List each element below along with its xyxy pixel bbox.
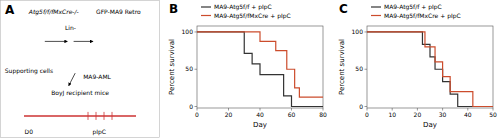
annotation: pIpC — [92, 128, 106, 136]
survival-curve — [367, 32, 493, 107]
y-tick-label: 0 — [189, 103, 193, 110]
plot-frame — [197, 26, 323, 108]
annotation: Atg5f/f/fMxCre-/- — [28, 8, 79, 16]
plot-area — [367, 32, 493, 107]
legend-label: MA9-Atg5f/f + pIpC — [384, 3, 442, 11]
legend-swatch — [371, 6, 381, 7]
annotation: GFP-MA9 Retro — [96, 8, 141, 15]
legend-swatch — [201, 15, 211, 16]
survival-curve — [197, 32, 323, 97]
y-axis-label: Percent survival — [338, 39, 346, 95]
y-tick — [365, 69, 368, 70]
plot-area — [197, 32, 323, 107]
x-tick-label: 50 — [489, 111, 497, 118]
timeline — [24, 115, 136, 117]
legend-label: MA9-Atg5f/fMxCre + pIpC — [214, 12, 291, 20]
panel-title: A — [5, 3, 15, 17]
y-tick — [195, 31, 198, 32]
legend: MA9-Atg5f/f + pIpCMA9-Atg5f/fMxCre + pIp… — [201, 3, 291, 20]
y-axis-label: Percent survival — [168, 39, 176, 95]
survival-curve — [197, 32, 323, 107]
x-tick-label: 20 — [225, 111, 233, 118]
legend-label: MA9-Atg5f/f + pIpC — [214, 3, 272, 11]
legend-swatch — [371, 15, 381, 16]
annotation: Supporting cells — [5, 67, 53, 75]
x-tick-label: 20 — [414, 111, 422, 118]
y-tick-label: 50 — [185, 65, 193, 72]
legend: MA9-Atg5f/f + pIpCMA9-Atg5f/fMxCre + pIp… — [371, 3, 461, 20]
x-tick-label: 40 — [464, 111, 472, 118]
annotation: Lin- — [65, 24, 76, 31]
arrow — [69, 73, 75, 85]
x-tick-label: 60 — [288, 111, 296, 118]
timeline-tick — [112, 112, 113, 120]
panel-title: C — [339, 2, 348, 16]
x-axis-label: Day — [423, 121, 437, 129]
figure: A Atg5f/f/fMxCre-/- GFP-MA9 Retro Lin- Suppo… — [0, 0, 500, 138]
x-tick-label: 10 — [388, 111, 396, 118]
y-tick — [365, 31, 368, 32]
y-tick-label: 0 — [359, 103, 363, 110]
y-tick-label: 100 — [182, 28, 194, 35]
annotation: MA9-AML — [83, 73, 111, 80]
timeline-tick — [104, 112, 105, 120]
arrow — [74, 41, 93, 42]
y-tick — [195, 69, 198, 70]
panel-chart: C 0 10 20 30 40 50 0 50 100 Day Percent survival MA9… — [338, 2, 497, 129]
legend-label: MA9-Atg5f/fMxCre + pIpC — [384, 12, 461, 20]
timeline-tick — [96, 112, 97, 120]
y-tick — [365, 106, 368, 107]
arrow — [45, 41, 67, 42]
panel-border — [1, 1, 160, 138]
x-axis-label: Day — [253, 121, 267, 129]
x-tick-label: 30 — [439, 111, 447, 118]
y-tick — [195, 106, 198, 107]
panel-illustration: A Atg5f/f/fMxCre-/- GFP-MA9 Retro Lin- Suppo… — [1, 1, 160, 138]
timeline-tick — [88, 112, 89, 120]
x-tick-label: 80 — [319, 111, 327, 118]
x-tick-label: 0 — [365, 111, 369, 118]
y-tick-label: 50 — [355, 65, 363, 72]
legend-swatch — [201, 6, 211, 7]
annotation: BoyJ recipient mice — [51, 89, 109, 97]
survival-curve — [367, 32, 493, 107]
panel-title: B — [169, 2, 178, 16]
y-tick-label: 100 — [352, 28, 364, 35]
x-tick-label: 0 — [195, 111, 199, 118]
plot-frame — [367, 26, 493, 108]
x-tick-label: 40 — [256, 111, 264, 118]
panel-chart: B 0 20 40 60 80 0 50 100 Day Percent survival MA9-A… — [168, 2, 327, 129]
annotation: D0 — [25, 128, 34, 135]
